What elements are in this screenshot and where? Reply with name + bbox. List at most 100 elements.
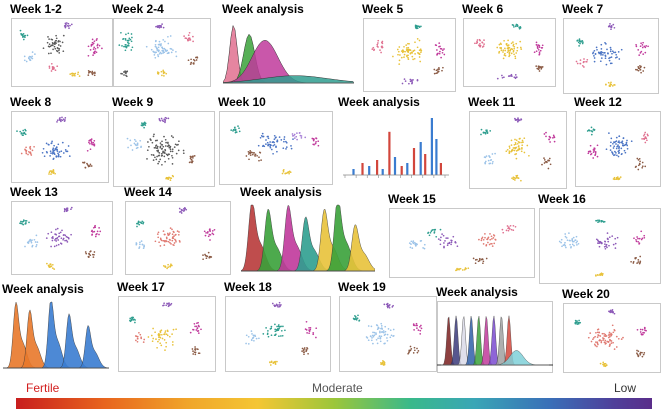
cluster-magenta <box>311 137 320 147</box>
cluster-brown <box>635 65 646 74</box>
panel-title: Week 5 <box>362 2 404 16</box>
panel-title: Week analysis <box>2 282 84 296</box>
legend-label-moderate: Moderate <box>312 381 363 395</box>
histogram-bar <box>406 163 409 175</box>
cluster-teal <box>511 23 522 30</box>
cluster-brown <box>634 157 647 171</box>
panel-title: Week 20 <box>562 287 610 301</box>
cluster-teal <box>262 323 286 338</box>
legend-label-fertile: Fertile <box>26 381 60 395</box>
cluster-magenta <box>636 326 647 336</box>
histogram-bar <box>430 118 433 175</box>
cluster-lightblue <box>24 234 39 248</box>
cluster-lightblue <box>483 152 496 165</box>
scatter-plot <box>113 18 211 87</box>
scatter-plot <box>463 18 556 87</box>
cluster-magenta <box>434 42 446 59</box>
cluster-yellow <box>605 81 616 88</box>
legend-label-low: Low <box>614 381 637 395</box>
scatter-plot <box>469 111 567 189</box>
cluster-magenta <box>203 228 216 241</box>
panel-title: Week 8 <box>10 95 52 109</box>
cluster-purple <box>45 227 72 248</box>
cluster-brown <box>301 347 309 356</box>
cluster-purple <box>514 117 523 123</box>
cluster-teal <box>574 319 582 325</box>
cluster-blue <box>41 140 71 160</box>
histogram-bar <box>388 131 391 175</box>
panel-title: Week 10 <box>218 95 266 109</box>
panel-week-9-7: Week 9 <box>112 96 216 188</box>
cluster-yellow <box>599 361 608 368</box>
cluster-lightblue <box>23 51 36 63</box>
cluster-purple <box>383 302 394 309</box>
cluster-magenta <box>635 41 649 56</box>
cluster-brown <box>191 346 201 356</box>
scatter-plot <box>125 201 231 275</box>
cluster-purple <box>63 206 73 213</box>
cluster-teal <box>16 128 27 137</box>
cluster-brown <box>535 65 544 72</box>
cluster-yellow <box>162 263 173 270</box>
cluster-yellow <box>496 39 523 60</box>
cluster-purple <box>401 78 419 85</box>
cluster-purple <box>437 233 459 249</box>
distribution-plot <box>437 301 553 373</box>
cluster-magenta <box>587 144 599 159</box>
cluster-pink <box>474 38 485 48</box>
panel-title: Week 6 <box>462 2 504 16</box>
histogram-bar <box>424 154 427 175</box>
cluster-brown <box>87 69 96 77</box>
cluster-pink <box>371 39 384 54</box>
cluster-purple <box>595 232 619 250</box>
cluster-purple <box>608 309 616 315</box>
cluster-yellow <box>165 174 175 181</box>
cluster-salmon <box>154 227 181 247</box>
cluster-magenta <box>533 41 544 56</box>
cluster-brown <box>630 255 642 265</box>
cluster-brown <box>82 161 93 169</box>
histogram-bar <box>439 163 442 175</box>
cluster-brown <box>245 149 262 162</box>
cluster-gray <box>120 70 129 78</box>
cluster-teal <box>136 220 145 228</box>
scatter-plot <box>11 18 113 87</box>
cluster-brown <box>407 345 420 355</box>
cluster-yellow <box>511 174 522 182</box>
cluster-purple <box>158 116 170 124</box>
panel-title: Week 17 <box>117 280 165 294</box>
panel-week-1-2-0: Week 1-2 <box>10 3 114 88</box>
panel-week-analysis-14: Week analysis <box>240 186 376 276</box>
cluster-salmon <box>478 233 497 247</box>
cluster-purple <box>607 23 616 31</box>
panel-week-8-6: Week 8 <box>10 96 110 184</box>
cluster-brown <box>84 250 96 258</box>
cluster-lightblue <box>408 239 426 250</box>
cluster-lightblue <box>135 240 145 250</box>
cluster-purple <box>56 116 67 123</box>
cluster-pink <box>48 62 59 72</box>
panel-title: Week 14 <box>124 185 172 199</box>
cluster-teal <box>414 24 422 30</box>
cluster-blue <box>605 132 633 158</box>
cluster-yellow <box>46 262 56 270</box>
panel-week-19-20: Week 19 <box>338 281 438 373</box>
scatter-plot <box>11 111 109 183</box>
cluster-teal <box>480 128 492 136</box>
cluster-purple <box>178 206 188 214</box>
panel-week-5-3: Week 5 <box>362 3 457 93</box>
panel-week-analysis-17: Week analysis <box>2 283 110 373</box>
scatter-plot <box>225 296 331 372</box>
color-gradient-bar <box>16 398 652 409</box>
cluster-yellow <box>48 168 56 175</box>
cluster-purple <box>155 23 165 29</box>
panel-title: Week 18 <box>224 280 272 294</box>
scatter-plot <box>563 303 661 373</box>
cluster-pink <box>575 58 589 68</box>
cluster-pink <box>501 224 517 234</box>
cluster-gray <box>42 34 65 55</box>
cluster-lightblue <box>145 35 178 59</box>
cluster-teal <box>19 29 29 41</box>
cluster-teal <box>595 219 606 224</box>
panel-week-10-8: Week 10 <box>218 96 334 186</box>
